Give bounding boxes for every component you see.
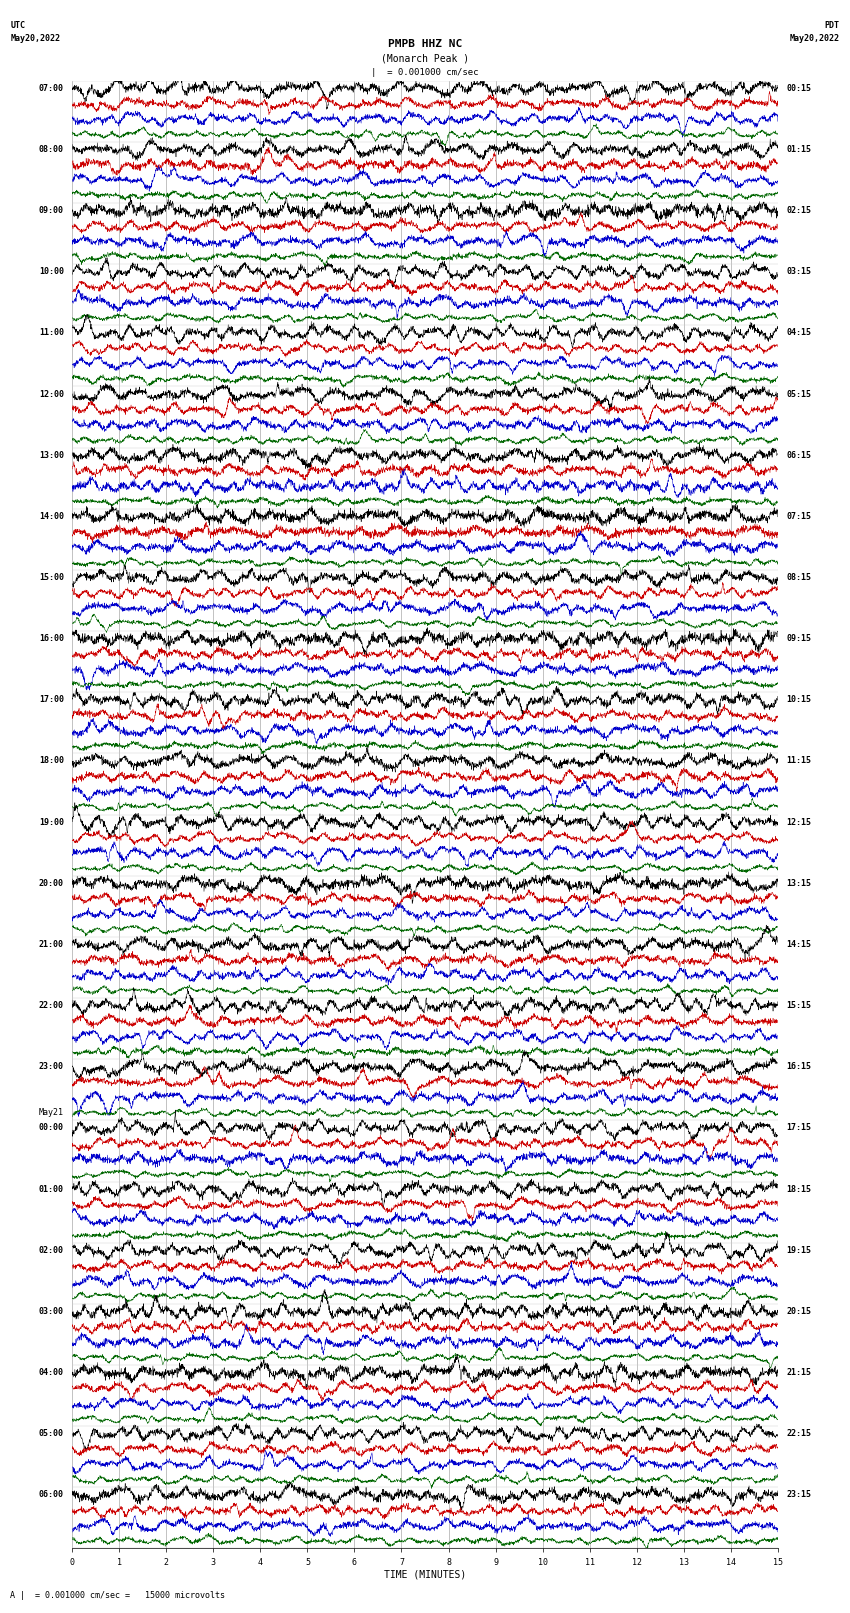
Text: 09:15: 09:15	[786, 634, 811, 644]
Text: 06:15: 06:15	[786, 450, 811, 460]
Text: 12:15: 12:15	[786, 818, 811, 826]
Text: 18:00: 18:00	[39, 756, 64, 766]
Text: 11:15: 11:15	[786, 756, 811, 766]
Text: 21:00: 21:00	[39, 940, 64, 948]
Text: 10:15: 10:15	[786, 695, 811, 705]
Text: 23:15: 23:15	[786, 1490, 811, 1500]
Text: 14:15: 14:15	[786, 940, 811, 948]
Text: May20,2022: May20,2022	[10, 34, 60, 44]
Text: 00:00: 00:00	[39, 1123, 64, 1132]
Text: 01:00: 01:00	[39, 1184, 64, 1194]
Text: 00:15: 00:15	[786, 84, 811, 92]
Text: 08:15: 08:15	[786, 573, 811, 582]
Text: 21:15: 21:15	[786, 1368, 811, 1378]
Text: 23:00: 23:00	[39, 1063, 64, 1071]
Text: 05:00: 05:00	[39, 1429, 64, 1439]
Text: 11:00: 11:00	[39, 329, 64, 337]
Text: 20:15: 20:15	[786, 1307, 811, 1316]
Text: 13:15: 13:15	[786, 879, 811, 887]
Text: 20:00: 20:00	[39, 879, 64, 887]
Text: 15:00: 15:00	[39, 573, 64, 582]
Text: 12:00: 12:00	[39, 389, 64, 398]
X-axis label: TIME (MINUTES): TIME (MINUTES)	[384, 1569, 466, 1579]
Text: 14:00: 14:00	[39, 511, 64, 521]
Text: 13:00: 13:00	[39, 450, 64, 460]
Text: 02:00: 02:00	[39, 1245, 64, 1255]
Text: 04:15: 04:15	[786, 329, 811, 337]
Text: (Monarch Peak ): (Monarch Peak )	[381, 53, 469, 63]
Text: UTC: UTC	[10, 21, 26, 31]
Text: 08:00: 08:00	[39, 145, 64, 153]
Text: 09:00: 09:00	[39, 206, 64, 215]
Text: 17:00: 17:00	[39, 695, 64, 705]
Text: 03:00: 03:00	[39, 1307, 64, 1316]
Text: 06:00: 06:00	[39, 1490, 64, 1500]
Text: 15:15: 15:15	[786, 1002, 811, 1010]
Text: 22:15: 22:15	[786, 1429, 811, 1439]
Text: 22:00: 22:00	[39, 1002, 64, 1010]
Text: 19:00: 19:00	[39, 818, 64, 826]
Text: PDT: PDT	[824, 21, 840, 31]
Text: 07:15: 07:15	[786, 511, 811, 521]
Text: 10:00: 10:00	[39, 268, 64, 276]
Text: 07:00: 07:00	[39, 84, 64, 92]
Text: 18:15: 18:15	[786, 1184, 811, 1194]
Text: May21: May21	[39, 1108, 64, 1118]
Text: PMPB HHZ NC: PMPB HHZ NC	[388, 39, 462, 48]
Text: 02:15: 02:15	[786, 206, 811, 215]
Text: 16:15: 16:15	[786, 1063, 811, 1071]
Text: 19:15: 19:15	[786, 1245, 811, 1255]
Text: 16:00: 16:00	[39, 634, 64, 644]
Text: 05:15: 05:15	[786, 389, 811, 398]
Text: 03:15: 03:15	[786, 268, 811, 276]
Text: A |  = 0.001000 cm/sec =   15000 microvolts: A | = 0.001000 cm/sec = 15000 microvolts	[10, 1590, 225, 1600]
Text: 04:00: 04:00	[39, 1368, 64, 1378]
Text: 01:15: 01:15	[786, 145, 811, 153]
Text: |  = 0.001000 cm/sec: | = 0.001000 cm/sec	[371, 68, 479, 77]
Text: May20,2022: May20,2022	[790, 34, 840, 44]
Text: 17:15: 17:15	[786, 1123, 811, 1132]
